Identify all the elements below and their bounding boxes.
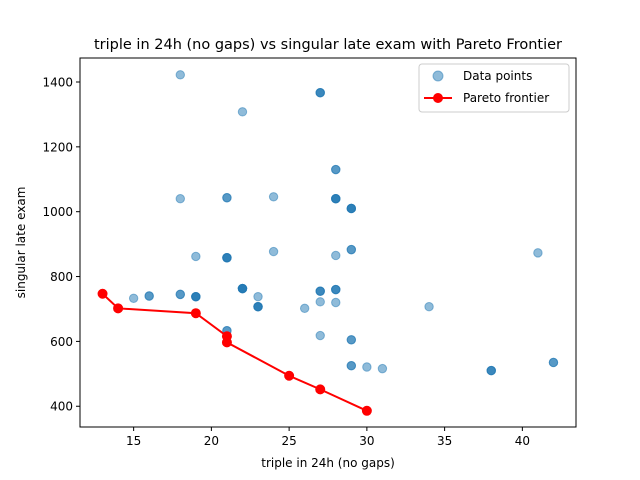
y-tick-label: 600 [50,335,73,349]
data-point [191,251,201,262]
legend-marker-pareto [433,93,443,103]
data-point [533,248,543,258]
y-tick-label: 1000 [42,205,73,219]
legend-marker-data-points [432,70,444,82]
y-tick-label: 1400 [42,75,73,89]
data-point [237,107,248,117]
data-point [315,330,325,341]
data-point [191,291,201,302]
legend-box [418,63,570,113]
y-axis-label: singular late exam [14,187,28,299]
data-point [268,192,279,202]
pareto-point [284,370,295,381]
data-point [222,253,232,263]
data-point [362,362,372,372]
chart-title: triple in 24h (no gaps) vs singular late… [94,37,562,53]
data-point [268,246,279,257]
data-point [346,203,357,214]
legend: Data points Pareto frontier [418,63,570,113]
x-tick-label: 15 [126,434,141,448]
data-point [222,193,232,203]
data-point [331,284,341,295]
data-point [175,70,185,80]
data-point [377,363,388,374]
x-tick-label: 35 [437,434,452,448]
y-tick-label: 1200 [42,140,73,154]
data-point [331,250,341,261]
pareto-point [315,384,326,395]
data-point [331,297,341,308]
plot-area [97,70,559,416]
data-point [548,357,559,368]
data-point [331,164,341,175]
y-tick-label: 800 [50,270,73,284]
data-point [237,283,248,294]
data-point [346,244,357,255]
x-axis-label: triple in 24h (no gaps) [261,456,395,470]
data-point [253,302,263,312]
data-point [486,365,496,376]
pareto-point [361,405,372,416]
x-tick-label: 40 [515,434,530,448]
data-point [175,289,185,300]
legend-label-data-points: Data points [463,69,532,83]
x-tick-label: 30 [359,434,374,448]
x-tick-label: 25 [281,434,296,448]
y-axis: 400 600 800 1000 1200 1400 [42,75,80,414]
data-point [315,88,325,98]
pareto-point [190,308,201,319]
y-tick-label: 400 [50,400,73,414]
data-point [175,194,185,204]
data-point [424,302,434,312]
data-point [346,335,357,345]
legend-label-pareto: Pareto frontier [463,91,549,105]
data-point [315,286,325,296]
data-point [299,303,310,314]
axes-frame [79,57,577,428]
x-tick-label: 20 [204,434,219,448]
data-point [331,194,341,204]
x-axis: 15 20 25 30 35 40 [126,427,530,448]
data-point [253,291,263,302]
data-point [128,293,139,303]
pareto-point [97,288,108,299]
data-point [346,361,357,371]
pareto-point [221,337,232,348]
data-point [315,297,325,307]
pareto-point [113,303,124,314]
data-point [144,291,154,301]
